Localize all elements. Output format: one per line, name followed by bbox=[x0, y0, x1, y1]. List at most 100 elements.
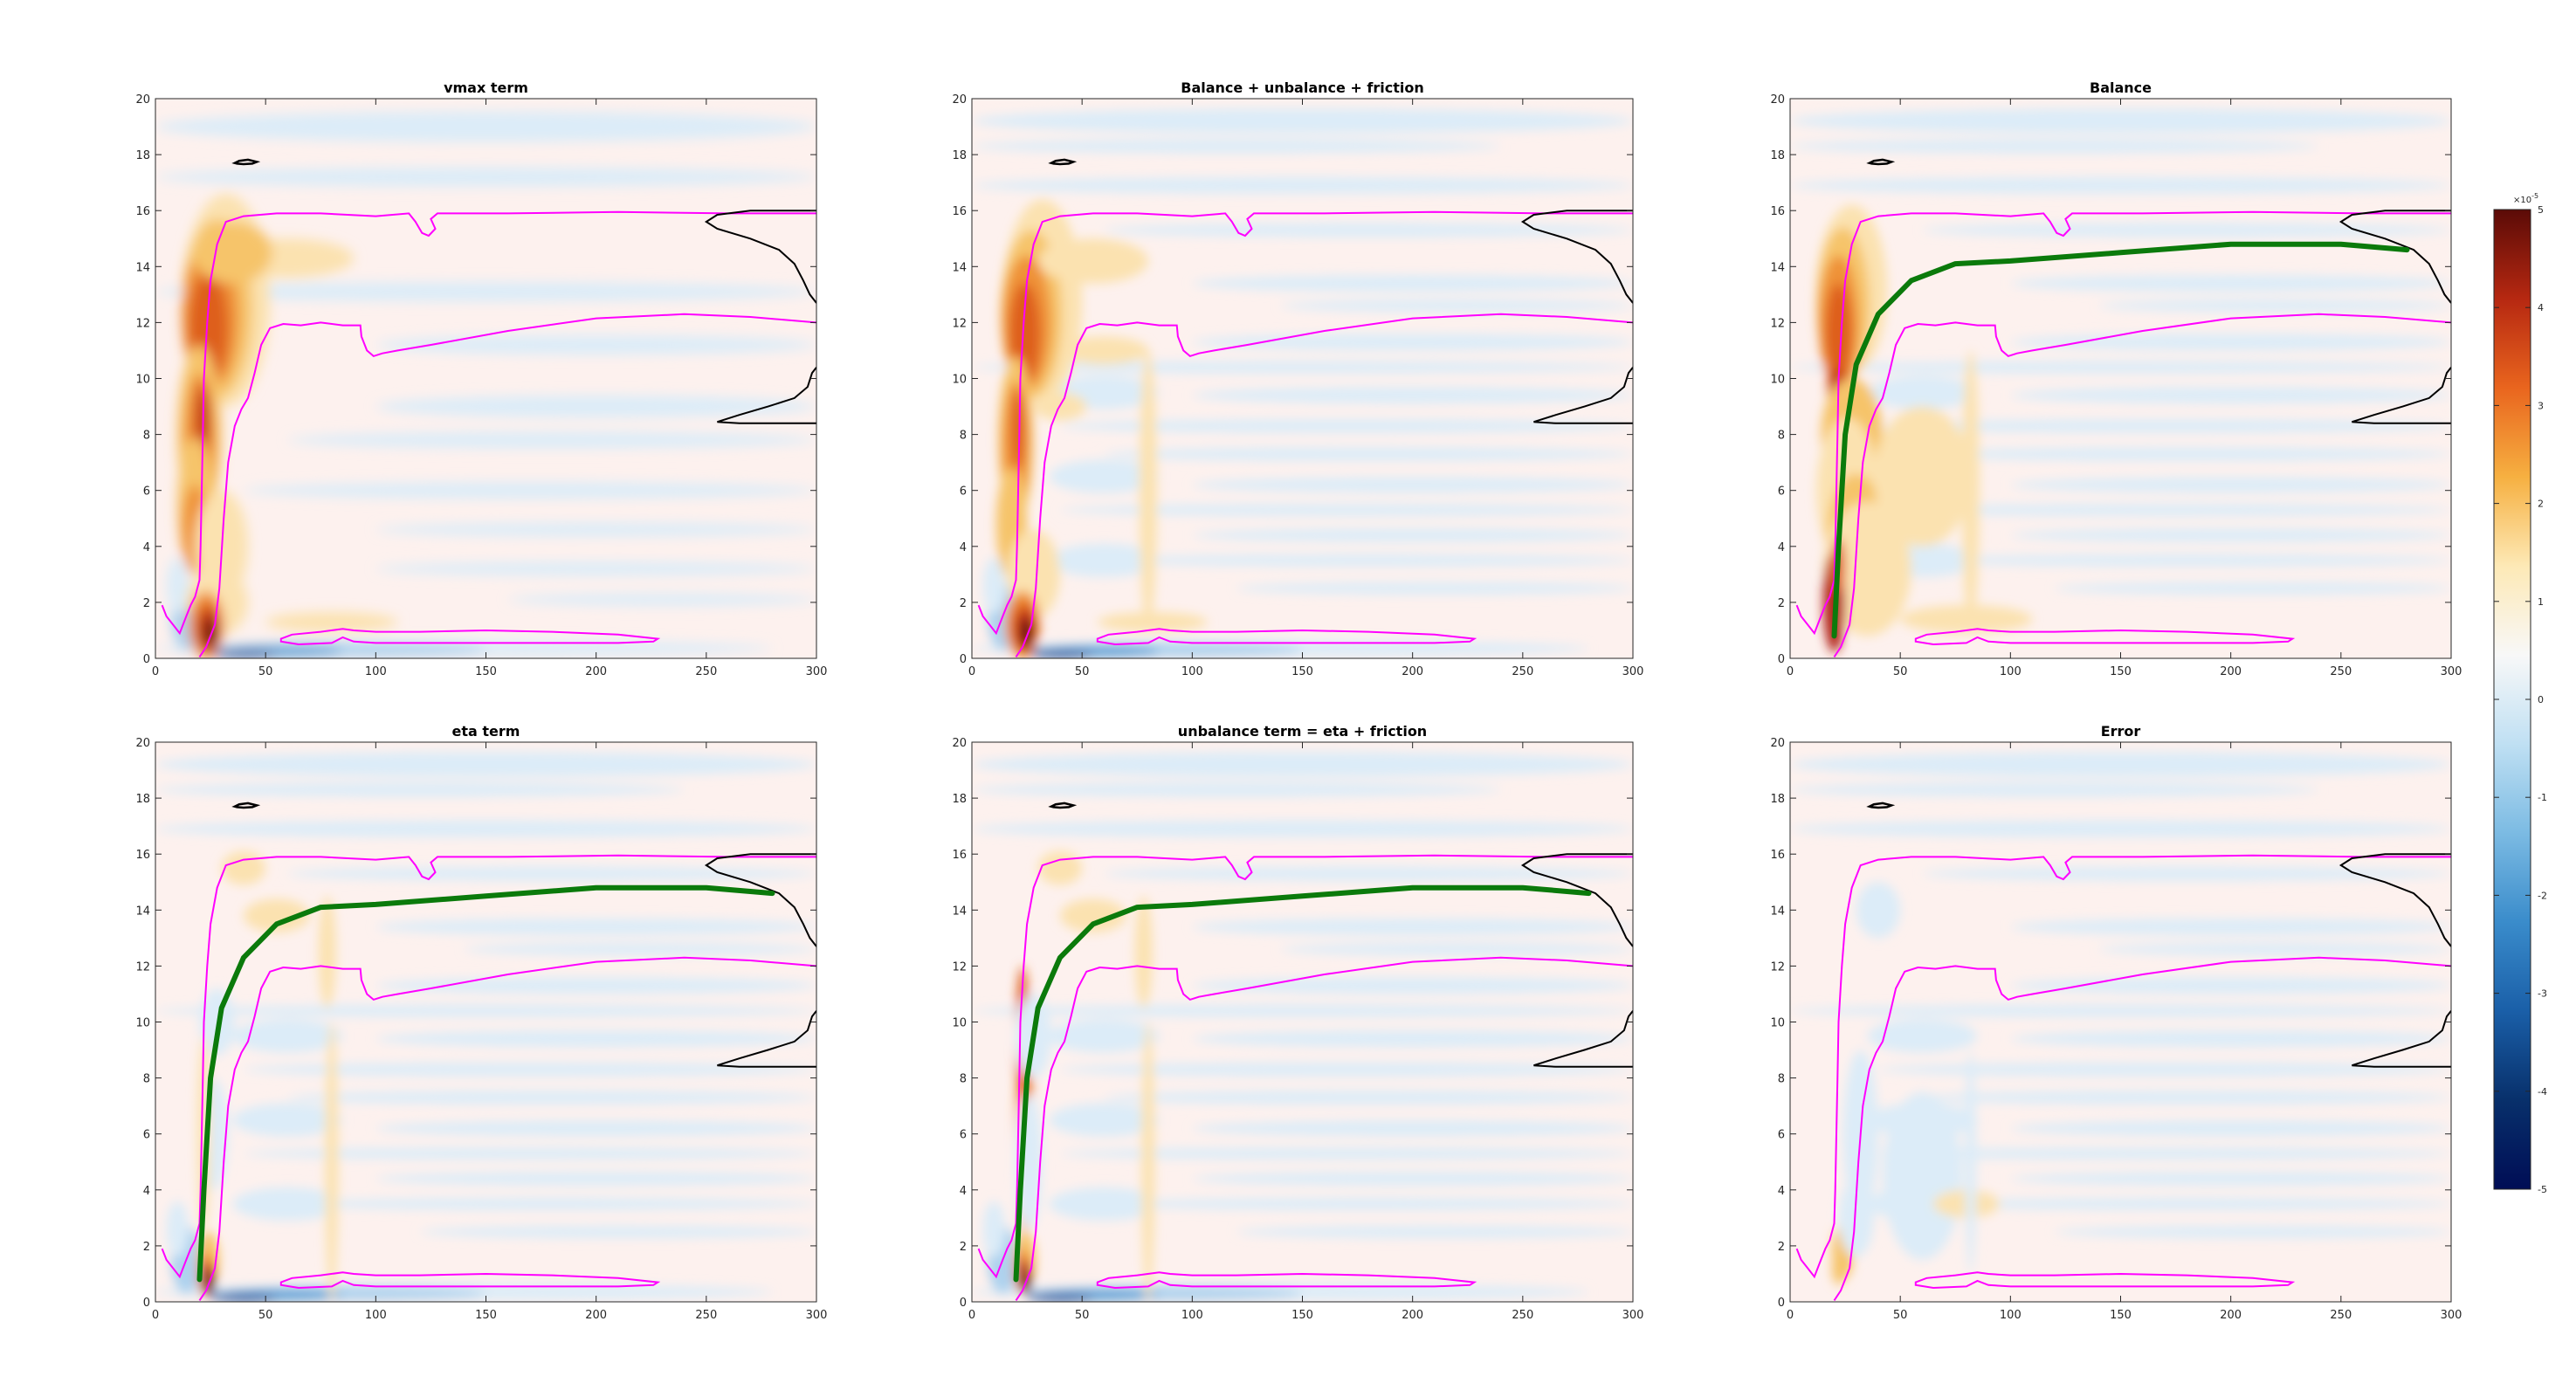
panel-title: unbalance term = eta + friction bbox=[1178, 723, 1427, 740]
black-contour-small bbox=[231, 802, 261, 809]
black-contour-mid bbox=[717, 367, 816, 424]
contours bbox=[1795, 802, 2451, 1301]
field-blob bbox=[1192, 477, 1633, 493]
field-blob bbox=[1856, 882, 1901, 939]
field-blob bbox=[192, 222, 272, 284]
black-contour-small bbox=[1866, 158, 1896, 166]
y-tick-label: 0 bbox=[1778, 653, 1785, 666]
green-curve bbox=[1013, 884, 1592, 1283]
field-blob bbox=[221, 850, 266, 885]
field-blob bbox=[1059, 504, 1633, 517]
magenta-contour-low bbox=[1096, 1271, 1477, 1290]
black-contour-mid bbox=[2352, 367, 2451, 424]
y-tick-label: 14 bbox=[952, 261, 967, 274]
x-tick-label: 300 bbox=[806, 665, 828, 678]
field-error bbox=[1790, 752, 2451, 1285]
field-blob bbox=[1882, 1091, 1962, 1260]
field-blob bbox=[375, 977, 816, 994]
field-blob bbox=[972, 176, 1633, 194]
y-tick-label: 14 bbox=[135, 905, 150, 918]
black-contour-small bbox=[1048, 802, 1078, 809]
y-tick-label: 12 bbox=[1770, 317, 1785, 330]
x-tick-label: 0 bbox=[1787, 665, 1794, 678]
x-tick-label: 50 bbox=[1893, 665, 1908, 678]
field-blob bbox=[1104, 223, 1633, 237]
x-tick-label: 50 bbox=[258, 1309, 273, 1322]
field-blob bbox=[1134, 896, 1153, 1008]
y-tick-label: 2 bbox=[143, 597, 150, 610]
y-tick-label: 6 bbox=[1778, 485, 1785, 499]
black-contour-top bbox=[1520, 210, 1633, 304]
y-tick-label: 4 bbox=[143, 1185, 150, 1198]
field-blob bbox=[1023, 1270, 1032, 1294]
black-contour-mid bbox=[1533, 367, 1633, 424]
x-tick-label: 250 bbox=[1512, 1309, 1533, 1322]
field-blob bbox=[155, 782, 685, 797]
y-tick-label: 12 bbox=[952, 960, 967, 974]
y-tick-label: 18 bbox=[952, 793, 967, 806]
field-blob bbox=[1877, 1147, 2451, 1160]
panel-5: 0 50 100 150 200 250 300 0 2 4 6 8 10 12 14 16 18 20 unbal… bbox=[952, 723, 1643, 1322]
field-blob bbox=[1236, 582, 1633, 595]
x-tick-label: 300 bbox=[1622, 1309, 1644, 1322]
x-tick-label: 100 bbox=[2000, 1309, 2022, 1322]
x-tick-label: 250 bbox=[1512, 665, 1533, 678]
field-blob bbox=[318, 896, 336, 1008]
y-tick-label: 16 bbox=[135, 849, 150, 862]
y-tick-label: 20 bbox=[1770, 93, 1785, 107]
x-tick-label: 300 bbox=[2441, 1309, 2462, 1322]
x-tick-label: 250 bbox=[2330, 1309, 2352, 1322]
colorbar-tick-label: -1 bbox=[2538, 792, 2547, 803]
field-blob bbox=[1192, 274, 1633, 292]
colorbar-tick-label: -5 bbox=[2538, 1184, 2547, 1195]
field-blob bbox=[375, 395, 816, 418]
field-blob bbox=[232, 1103, 343, 1137]
magenta-contour-1 bbox=[161, 854, 816, 1279]
field-blob bbox=[1192, 1120, 1633, 1137]
y-tick-label: 2 bbox=[960, 1241, 967, 1254]
field-blob bbox=[2054, 1225, 2451, 1238]
magenta-contour-2 bbox=[1015, 313, 1633, 657]
y-tick-label: 16 bbox=[1770, 205, 1785, 218]
black-contour-small bbox=[1048, 158, 1078, 166]
x-tick-label: 100 bbox=[2000, 665, 2022, 678]
y-tick-label: 18 bbox=[135, 793, 150, 806]
x-tick-label: 250 bbox=[695, 665, 717, 678]
field-blob bbox=[1877, 504, 2451, 517]
field-blob bbox=[1049, 1103, 1160, 1137]
x-tick-label: 200 bbox=[1402, 665, 1423, 678]
y-tick-label: 14 bbox=[952, 905, 967, 918]
field-blob bbox=[1049, 1187, 1160, 1222]
magenta-contour-1 bbox=[977, 210, 1633, 636]
magenta-contour-2 bbox=[1015, 956, 1633, 1301]
y-tick-label: 2 bbox=[1778, 597, 1785, 610]
colorbar-tick-label: 5 bbox=[2538, 204, 2544, 216]
x-tick-label: 100 bbox=[1181, 1309, 1203, 1322]
field-blob bbox=[1192, 1030, 1633, 1048]
y-tick-label: 18 bbox=[952, 149, 967, 162]
y-tick-label: 8 bbox=[143, 430, 150, 443]
panel-title: Error bbox=[2101, 723, 2141, 740]
magenta-contour-low bbox=[1096, 628, 1477, 646]
field-blob bbox=[1922, 866, 2451, 881]
panel-4: 0 50 100 150 200 250 300 0 2 4 6 8 10 12 14 16 18 20 eta t… bbox=[135, 723, 827, 1322]
field-blob bbox=[375, 918, 816, 936]
y-tick-label: 4 bbox=[960, 541, 967, 554]
field-blob bbox=[1877, 418, 2451, 433]
field-blob bbox=[1021, 619, 1033, 648]
field-blob bbox=[1027, 650, 1093, 658]
field-blob bbox=[1059, 1062, 1633, 1077]
field-blob bbox=[375, 1030, 816, 1048]
black-contour-top bbox=[2338, 853, 2451, 947]
colorbar-tick-label: -4 bbox=[2538, 1086, 2547, 1098]
field-blob bbox=[375, 561, 816, 576]
y-tick-label: 4 bbox=[143, 541, 150, 554]
field-blob bbox=[1922, 1197, 2451, 1210]
magenta-contour-1 bbox=[1795, 210, 2451, 636]
field-blob bbox=[507, 593, 816, 606]
black-contour-top bbox=[704, 853, 816, 947]
field-blob bbox=[1059, 898, 1126, 932]
panel-title: vmax term bbox=[444, 79, 528, 96]
y-tick-label: 6 bbox=[1778, 1129, 1785, 1142]
field-blob bbox=[1790, 361, 2451, 374]
